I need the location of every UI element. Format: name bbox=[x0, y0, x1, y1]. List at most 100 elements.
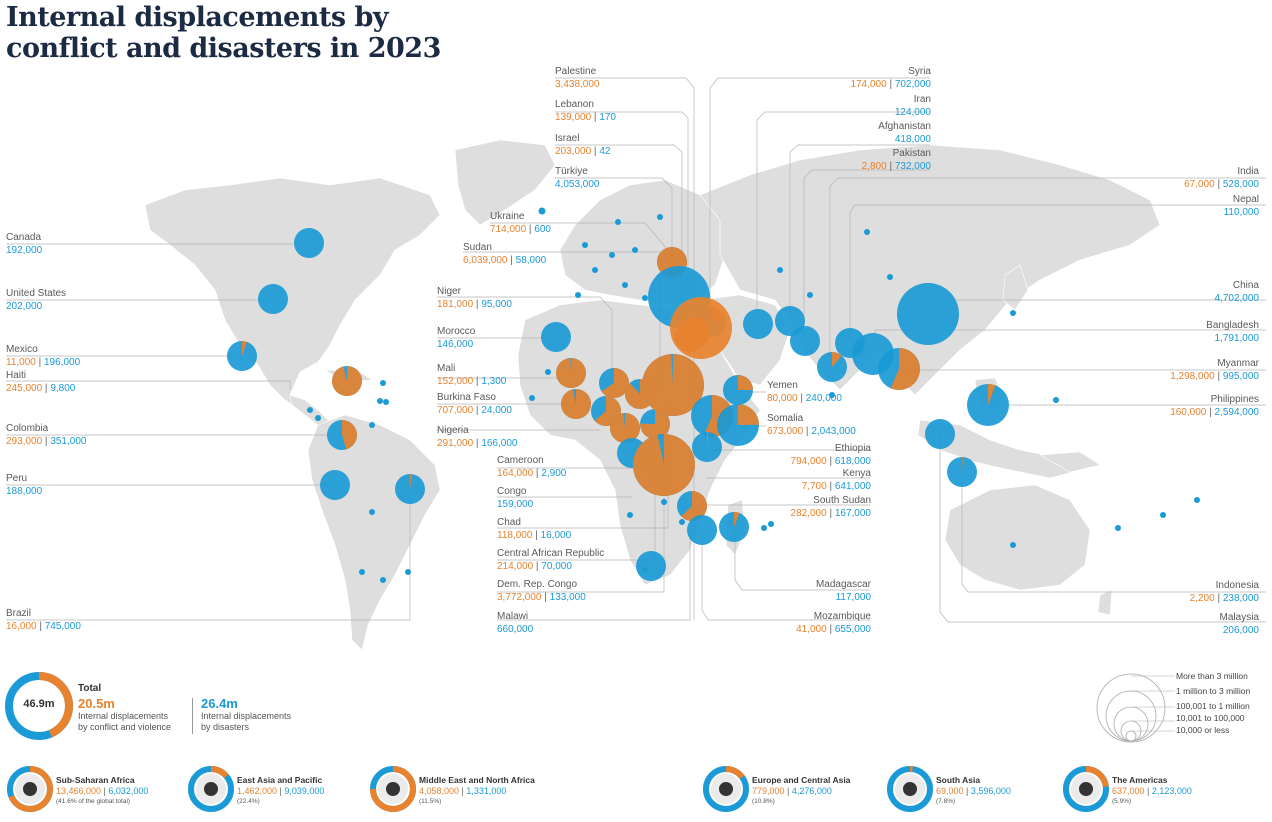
label-value: 146,000 bbox=[437, 338, 474, 350]
bubble-united-states bbox=[258, 284, 288, 314]
label-conflict: 291,000 bbox=[437, 437, 474, 449]
label-conflict: 160,000 bbox=[1170, 406, 1207, 418]
label-southsudan: South Sudan 282,000 | 167,000 bbox=[790, 495, 871, 519]
bubble-base bbox=[636, 551, 666, 581]
label-conflict: 293,000 bbox=[6, 435, 43, 447]
label-name: Burkina Faso bbox=[437, 392, 496, 403]
land-new-guinea bbox=[1038, 451, 1101, 473]
bubble-conflict-slice bbox=[642, 354, 705, 416]
label-congo: Congo 159,000 bbox=[497, 486, 533, 511]
region-values: 13,466,000 | 6,032,000 bbox=[56, 786, 149, 796]
region-donut bbox=[887, 766, 933, 812]
label-palestine: Palestine 3,438,000 bbox=[555, 66, 600, 91]
label-name: Philippines bbox=[1210, 394, 1259, 405]
bubble-conflict-slice bbox=[738, 404, 759, 425]
region-disaster: 1,331,000 bbox=[466, 786, 507, 796]
bubble-conflict-slice bbox=[832, 352, 842, 367]
region-name: Middle East and North Africa bbox=[419, 775, 535, 785]
bubble-palestine bbox=[670, 297, 732, 359]
region-name: South Asia bbox=[936, 775, 981, 785]
legend-10k-100k: 10,001 to 100,000 bbox=[1176, 713, 1245, 723]
label-value: 4,053,000 bbox=[555, 178, 600, 190]
label-disaster: 24,000 bbox=[481, 404, 512, 416]
region-sub-saharan-africa: Sub-Saharan Africa 13,466,000 | 6,032,00… bbox=[6, 765, 206, 815]
label-colombia: Colombia 293,000 | 351,000 bbox=[6, 423, 87, 447]
leader-syria bbox=[709, 77, 930, 330]
region-silhouette-icon bbox=[719, 782, 733, 796]
leader-malawi bbox=[497, 530, 691, 621]
label-value: 159,000 bbox=[497, 498, 534, 510]
label-syria: Syria 174,000 | 702,000 bbox=[850, 66, 931, 90]
bubble-brazil bbox=[395, 474, 425, 504]
donut-conflict-arc bbox=[7, 766, 53, 812]
label-conflict: 3,772,000 bbox=[497, 591, 542, 603]
conflict-total-text-2: by conflict and violence bbox=[78, 721, 172, 732]
dot-spain bbox=[575, 292, 581, 298]
land-greenland bbox=[454, 139, 556, 226]
label-conflict: 714,000 bbox=[490, 223, 527, 235]
label-conflict: 7,700 bbox=[801, 480, 827, 492]
label-morocco: Morocco 146,000 bbox=[437, 326, 475, 351]
legend-more-3m: More than 3 million bbox=[1176, 671, 1248, 681]
label-name: Nigeria bbox=[437, 425, 469, 436]
label-myanmar: Myanmar 1,298,000 | 995,000 bbox=[1170, 358, 1259, 382]
label-name: Haiti bbox=[6, 370, 27, 381]
label-disaster: 166,000 bbox=[481, 437, 518, 449]
region-silhouette-icon bbox=[1079, 782, 1093, 796]
dot-comoros1 bbox=[761, 525, 767, 531]
total-center-value: 46.9m bbox=[23, 698, 55, 710]
label-disaster: 2,594,000 bbox=[1214, 406, 1260, 418]
label-value: 117,000 bbox=[835, 591, 871, 603]
label-pakistan: Pakistan 2,800 | 732,000 bbox=[861, 148, 931, 172]
label-niger: Niger 181,000 | 95,000 bbox=[437, 286, 512, 310]
label-conflict: 2,800 bbox=[861, 160, 887, 172]
label-disaster: 238,000 bbox=[1222, 592, 1259, 604]
label-disaster: 95,000 bbox=[481, 298, 512, 310]
label-disaster: 600 bbox=[534, 223, 551, 235]
disaster-total-value: 26.4m bbox=[201, 696, 238, 711]
leader-nepal bbox=[849, 204, 1266, 340]
label-indonesia: Indonesia 2,200 | 238,000 bbox=[1189, 580, 1259, 604]
leader-niger bbox=[437, 296, 613, 380]
label-disaster: 655,000 bbox=[834, 623, 871, 635]
dot-finland bbox=[657, 214, 663, 220]
label-value: 206,000 bbox=[1222, 624, 1259, 636]
region-silhouette-icon bbox=[903, 782, 917, 796]
disaster-total-text-1: Internal displacements bbox=[201, 711, 292, 721]
label-canada: Canada 192,000 bbox=[6, 232, 42, 257]
bubble-morocco bbox=[541, 322, 571, 352]
label-name: Mali bbox=[437, 363, 456, 374]
region-name: The Americas bbox=[1112, 775, 1168, 785]
label-disaster: 42 bbox=[599, 145, 611, 157]
dot-greece bbox=[642, 295, 648, 301]
size-legend-circles bbox=[1096, 673, 1175, 743]
bubble-sudan bbox=[642, 354, 705, 416]
bubble-kenya bbox=[692, 432, 722, 462]
region-conflict: 637,000 bbox=[1112, 786, 1145, 796]
dot-australia bbox=[1010, 542, 1016, 548]
bubble-base bbox=[541, 322, 571, 352]
label-ethiopia: Ethiopia 794,000 | 618,000 bbox=[790, 443, 871, 467]
region-percent: (41.6% of the global total) bbox=[56, 798, 131, 805]
label-name: Dem. Rep. Congo bbox=[497, 579, 578, 590]
leader-lebanon bbox=[555, 111, 689, 310]
dot-pacific1 bbox=[1115, 525, 1121, 531]
label-ukraine: Ukraine 714,000 | 600 bbox=[490, 211, 551, 235]
label-name: Yemen bbox=[767, 380, 798, 391]
dot-pacific3 bbox=[1194, 497, 1200, 503]
label-mali: Mali 152,000 | 1,300 bbox=[437, 363, 507, 387]
label-yemen: Yemen 80,000 | 240,000 bbox=[767, 380, 842, 404]
dot-bolivia bbox=[369, 509, 375, 515]
label-conflict: 139,000 bbox=[555, 111, 592, 123]
label-value: 4,702,000 bbox=[1214, 292, 1260, 304]
label-name: Ethiopia bbox=[834, 443, 871, 454]
label-name: Madagascar bbox=[815, 579, 871, 590]
bubble-base bbox=[687, 515, 717, 545]
region-silhouette-icon bbox=[23, 782, 37, 796]
region-donut bbox=[188, 766, 234, 812]
disaster-total-text-2: by disasters bbox=[201, 721, 250, 732]
dot-wafrica2 bbox=[545, 369, 551, 375]
label-conflict: 3,438,000 bbox=[555, 78, 600, 90]
label-name: Cameroon bbox=[497, 455, 544, 466]
leader-iran bbox=[756, 111, 930, 322]
